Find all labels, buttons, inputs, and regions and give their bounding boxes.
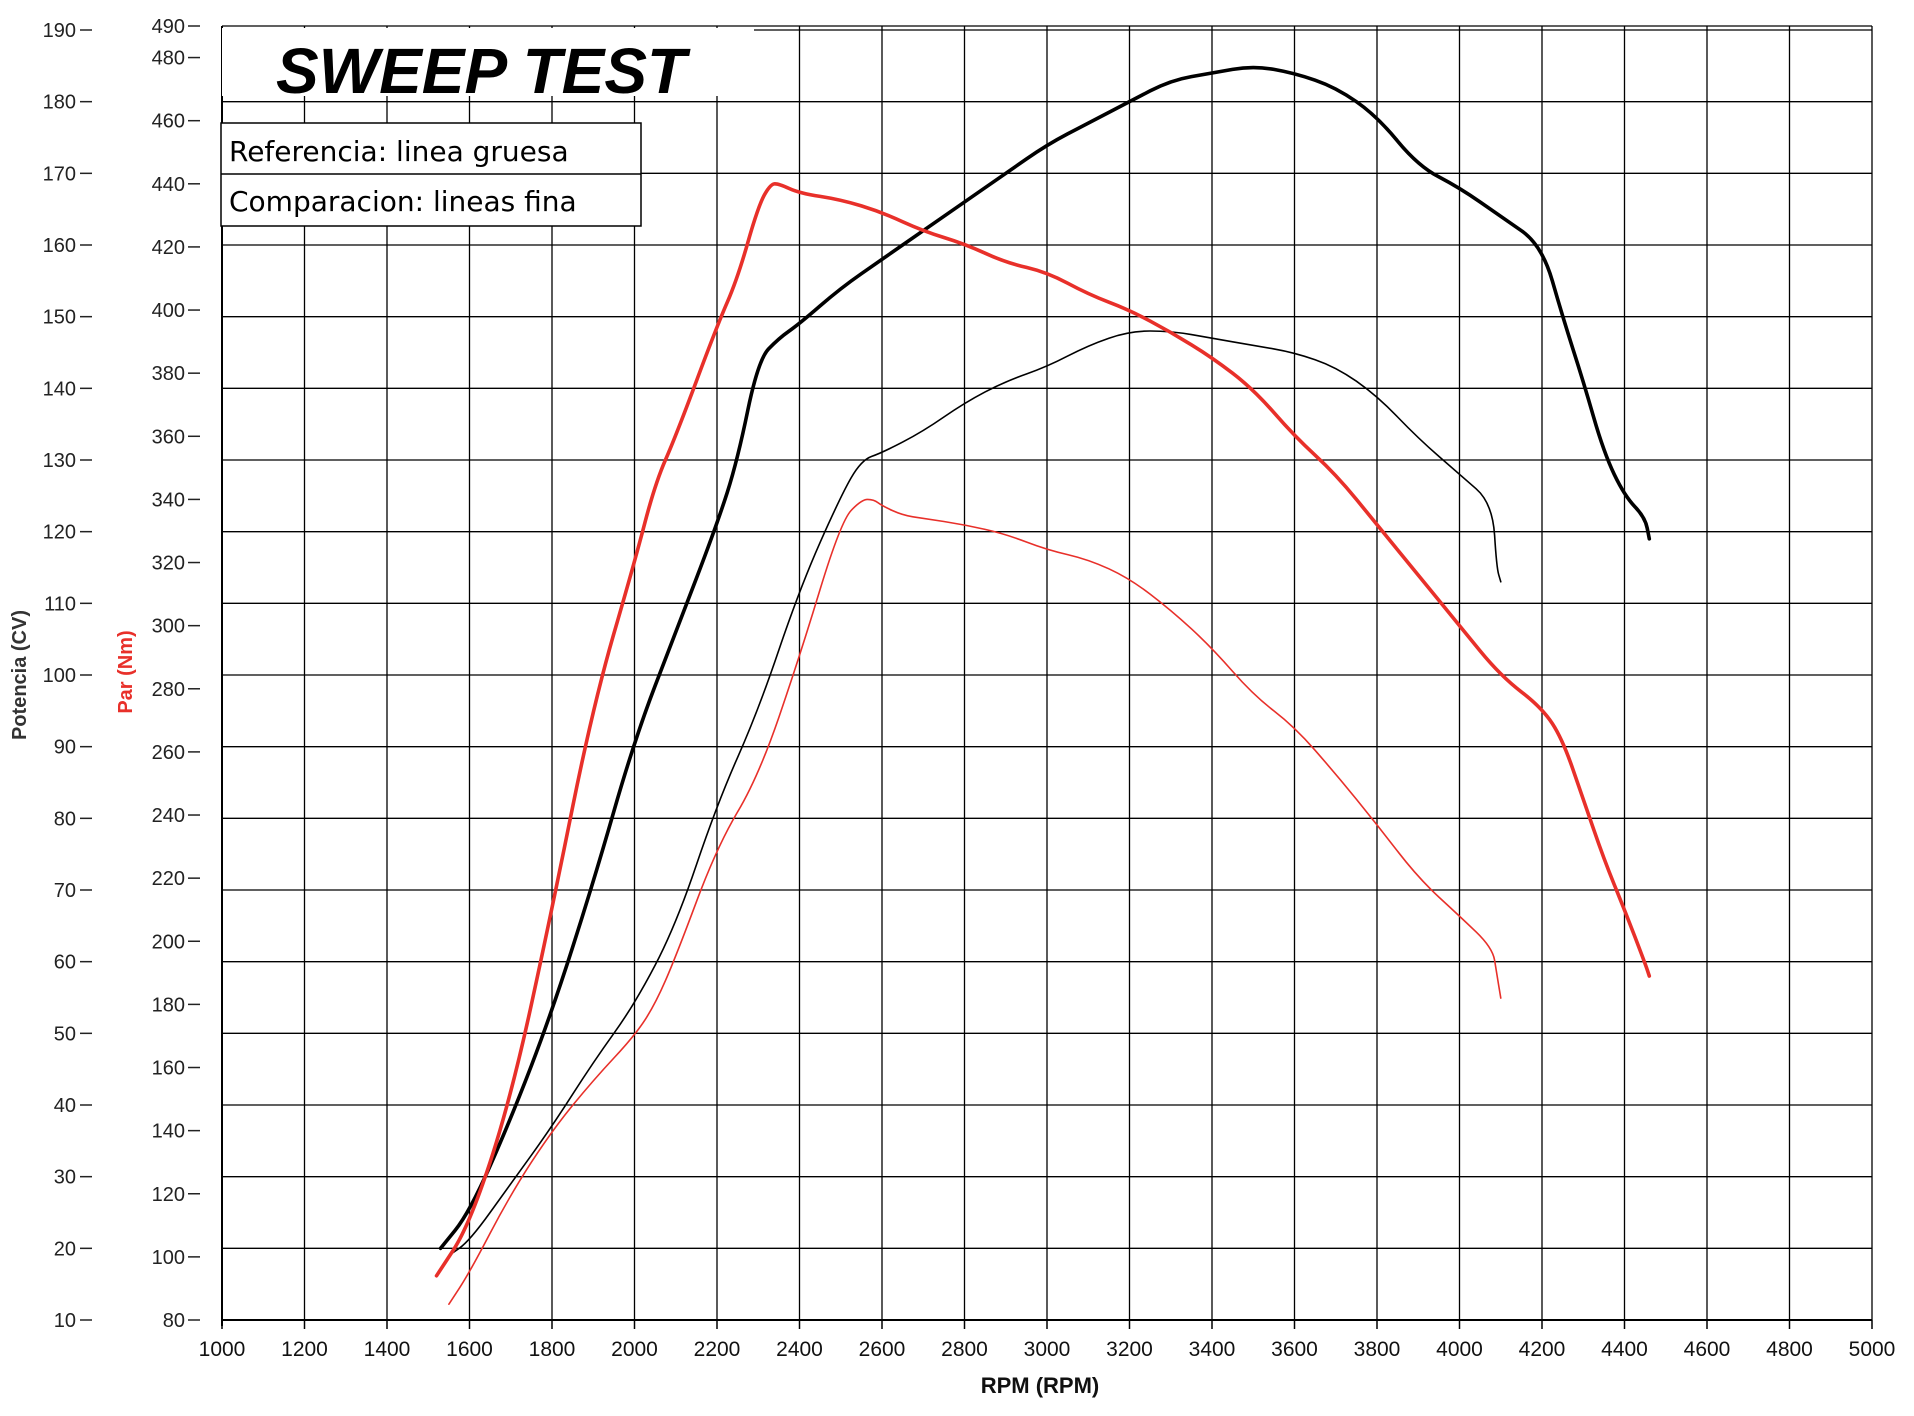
x-tick-label: 2600 xyxy=(859,1338,906,1361)
y-axis-title-torque: Par (Nm) xyxy=(115,630,137,713)
torque-tick-label: 480 xyxy=(152,48,185,70)
x-tick-label: 3200 xyxy=(1106,1338,1153,1361)
power-tick-label: 140 xyxy=(43,378,76,400)
torque-tick-label: 180 xyxy=(152,994,185,1016)
torque-tick-label: 200 xyxy=(152,931,185,953)
x-tick-label: 3800 xyxy=(1354,1338,1401,1361)
torque-tick-label: 300 xyxy=(152,616,185,638)
power-tick-label: 40 xyxy=(54,1095,76,1117)
grid-lines xyxy=(221,25,1873,1321)
torque-tick-label: 280 xyxy=(152,679,185,701)
power-tick-label: 90 xyxy=(54,737,76,759)
power-tick-label: 150 xyxy=(43,307,76,329)
data-series xyxy=(434,65,1652,1305)
power-tick-label: 10 xyxy=(54,1310,76,1332)
torque-tick-label: 160 xyxy=(152,1058,185,1080)
torque-tick-label: 340 xyxy=(152,489,185,511)
torque-tick-label: 220 xyxy=(152,868,185,890)
power-tick-label: 60 xyxy=(54,952,76,974)
y-axis-title-power: Potencia (CV) xyxy=(9,610,31,740)
chart-title: SWEEP TEST xyxy=(276,35,691,107)
x-tick-label: 1200 xyxy=(281,1338,328,1361)
axes: 1000 1200 1400 1600 1800 2000 2200 2400 2600 2800… xyxy=(43,16,1896,1361)
torque-tick-label: 240 xyxy=(152,805,185,827)
x-tick-label: 3000 xyxy=(1024,1338,1071,1361)
power-tick-label: 190 xyxy=(43,20,76,42)
x-tick-label: 4000 xyxy=(1436,1338,1483,1361)
x-tick-label: 1000 xyxy=(199,1338,246,1361)
torque-tick-label: 140 xyxy=(152,1121,185,1143)
power-tick-label: 80 xyxy=(54,808,76,830)
torque-tick-label: 80 xyxy=(163,1310,185,1332)
torque-tick-label: 100 xyxy=(152,1247,185,1269)
torque-tick-label: 460 xyxy=(152,111,185,133)
power-tick-label: 100 xyxy=(43,665,76,687)
torque-tick-label: 320 xyxy=(152,553,185,575)
power-tick-label: 30 xyxy=(54,1167,76,1189)
x-tick-label: 3400 xyxy=(1189,1338,1236,1361)
x-tick-label: 1400 xyxy=(364,1338,411,1361)
x-tick-label: 4600 xyxy=(1684,1338,1731,1361)
x-tick-label: 2000 xyxy=(611,1338,658,1361)
torque-tick-label: 490 xyxy=(152,16,185,38)
torque-thin-line xyxy=(448,498,1502,1305)
x-tick-label: 2400 xyxy=(776,1338,823,1361)
x-tick-label: 4800 xyxy=(1766,1338,1813,1361)
x-tick-label: 5000 xyxy=(1849,1338,1896,1361)
torque-tick-label: 400 xyxy=(152,300,185,322)
legend: Referencia: linea gruesa Comparacion: li… xyxy=(220,122,642,227)
power-tick-label: 20 xyxy=(54,1238,76,1260)
x-tick-label: 3600 xyxy=(1271,1338,1318,1361)
x-axis-title: RPM (RPM) xyxy=(981,1373,1100,1398)
power-tick-label: 160 xyxy=(43,235,76,257)
legend-entry-reference: Referencia: linea gruesa xyxy=(229,135,569,168)
power-tick-label: 110 xyxy=(44,593,76,615)
power-thick-line xyxy=(438,65,1652,1251)
x-tick-label: 1800 xyxy=(529,1338,576,1361)
x-tick-label: 2800 xyxy=(941,1338,988,1361)
torque-tick-label: 420 xyxy=(152,237,185,259)
power-tick-label: 180 xyxy=(43,92,76,114)
power-tick-label: 130 xyxy=(43,450,76,472)
torque-tick-label: 380 xyxy=(152,363,185,385)
power-tick-label: 70 xyxy=(54,880,76,902)
x-tick-label: 2200 xyxy=(694,1338,741,1361)
power-tick-label: 120 xyxy=(43,522,76,544)
torque-tick-label: 440 xyxy=(152,174,185,196)
torque-tick-label: 360 xyxy=(152,426,185,448)
torque-tick-label: 260 xyxy=(152,742,185,764)
power-tick-label: 170 xyxy=(43,163,76,185)
power-tick-label: 50 xyxy=(54,1023,76,1045)
x-tick-label: 4200 xyxy=(1519,1338,1566,1361)
x-tick-label: 4400 xyxy=(1601,1338,1648,1361)
x-tick-label: 1600 xyxy=(446,1338,493,1361)
legend-entry-comparison: Comparacion: lineas fina xyxy=(229,185,577,218)
torque-tick-label: 120 xyxy=(152,1184,185,1206)
torque-thick-line xyxy=(434,182,1652,1278)
power-thin-line xyxy=(448,330,1502,1257)
title-background xyxy=(222,28,754,96)
